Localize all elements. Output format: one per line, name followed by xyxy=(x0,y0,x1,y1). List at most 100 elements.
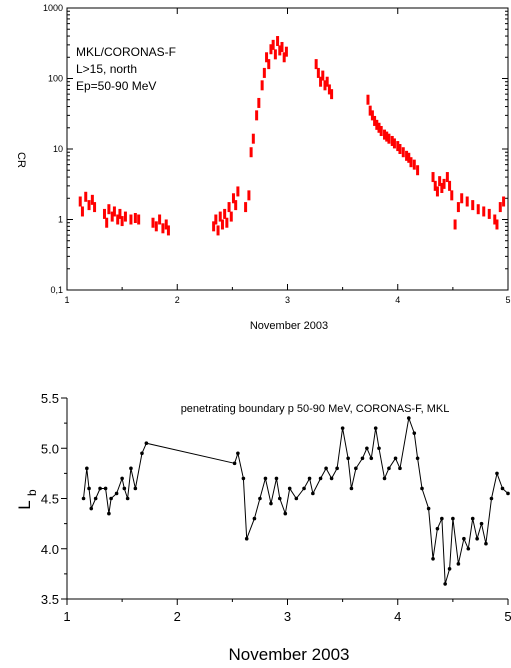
lb-data-point xyxy=(87,486,91,491)
cr-data-point xyxy=(269,44,273,55)
lb-data-point xyxy=(283,511,288,516)
cr-y-tick-label: 100 xyxy=(48,74,63,84)
lb-data-point xyxy=(269,501,273,506)
cr-data-point xyxy=(502,196,506,207)
lb-data-point xyxy=(387,466,391,471)
lb-y-tick-label: 4.5 xyxy=(41,492,59,507)
cr-x-axis-title: November 2003 xyxy=(250,320,328,332)
lb-data-point xyxy=(307,476,312,481)
cr-data-point xyxy=(236,186,240,197)
cr-data-point xyxy=(284,46,288,57)
cr-data-point xyxy=(465,196,469,207)
cr-data-point xyxy=(93,202,97,213)
cr-data-point xyxy=(116,214,120,225)
lb-data-point xyxy=(287,486,292,491)
cr-data-point xyxy=(247,190,251,201)
cr-data-point xyxy=(379,126,383,137)
cr-data-point xyxy=(438,176,442,187)
lb-data-point xyxy=(470,516,475,521)
cr-data-point xyxy=(450,190,454,201)
cr-data-point xyxy=(401,147,405,158)
cr-data-point xyxy=(370,110,374,121)
lb-data-point xyxy=(398,466,402,471)
cr-data-point xyxy=(396,141,400,152)
cr-data-point xyxy=(314,59,318,70)
cr-data-point xyxy=(385,131,389,142)
cr-data-point xyxy=(158,214,162,225)
cr-y-tick-label: 10 xyxy=(53,144,63,154)
lb-data-point xyxy=(340,426,345,430)
lb-data-point xyxy=(274,476,279,481)
lb-data-point xyxy=(318,476,323,481)
cr-data-point xyxy=(249,147,253,158)
lb-data-point xyxy=(236,451,240,456)
lb-data-point xyxy=(244,536,249,541)
lb-y-tick-label: 5.0 xyxy=(41,441,59,456)
lb-data-point xyxy=(462,536,466,541)
cr-data-point xyxy=(120,216,124,227)
cr-annotation-line-2: L>15, north xyxy=(76,62,137,76)
lb-x-tick-label: 3 xyxy=(284,609,291,624)
lb-data-point xyxy=(107,511,111,516)
cr-data-point xyxy=(227,202,231,213)
lb-data-point xyxy=(120,476,124,481)
lb-data-point xyxy=(443,582,447,586)
cr-data-point xyxy=(267,59,271,70)
cr-data-point xyxy=(377,122,381,133)
cr-data-point xyxy=(229,211,233,222)
lb-data-point xyxy=(406,416,411,420)
cr-data-point xyxy=(416,165,420,176)
cr-data-point xyxy=(87,200,91,211)
lb-data-point xyxy=(431,557,435,561)
cr-data-point xyxy=(442,178,446,189)
lb-data-point xyxy=(263,476,268,481)
lb-x-axis-title: November 2003 xyxy=(229,645,350,664)
lb-x-tick-label: 2 xyxy=(174,609,181,624)
cr-data-point xyxy=(166,225,170,236)
cr-data-point xyxy=(118,208,122,219)
lb-data-point xyxy=(451,516,455,521)
cr-data-point xyxy=(84,191,88,202)
lb-data-point xyxy=(252,516,257,521)
lb-data-point xyxy=(479,521,484,526)
lb-x-tick-label: 1 xyxy=(63,609,70,624)
lb-y-axis-title-main: L xyxy=(15,500,34,509)
lb-data-point xyxy=(440,516,444,521)
cr-data-point xyxy=(214,214,218,225)
lb-data-point xyxy=(329,476,334,481)
cr-data-point xyxy=(282,52,286,63)
cr-data-point xyxy=(102,208,106,219)
cr-data-point xyxy=(265,52,269,63)
cr-data-point xyxy=(448,180,452,191)
cr-data-point xyxy=(387,133,391,144)
cr-data-point xyxy=(107,204,111,215)
lb-data-point xyxy=(484,541,488,546)
cr-data-point xyxy=(90,194,94,205)
cr-data-point xyxy=(110,211,114,222)
cr-data-point xyxy=(431,172,435,183)
cr-data-point xyxy=(251,133,255,144)
lb-data-point xyxy=(302,486,306,491)
lb-data-point xyxy=(373,426,378,430)
lb-data-point xyxy=(311,491,315,496)
cr-data-point xyxy=(112,206,116,217)
lb-data-point xyxy=(232,461,237,466)
cr-data-point xyxy=(368,105,372,116)
cr-x-tick-label: 1 xyxy=(64,295,69,305)
lb-y-axis-title: L b xyxy=(15,489,39,510)
cr-data-point xyxy=(323,80,327,91)
cr-data-point xyxy=(407,152,411,163)
lb-data-point xyxy=(466,546,471,551)
cr-data-point xyxy=(271,39,275,50)
lb-data-point xyxy=(426,506,431,511)
lb-y-tick-label: 4.0 xyxy=(41,542,59,557)
cr-data-point xyxy=(316,67,320,78)
cr-data-point xyxy=(321,70,325,81)
lb-data-point xyxy=(412,431,417,435)
lb-data-point xyxy=(360,456,365,461)
lb-x-tick-label: 4 xyxy=(394,609,401,624)
cr-data-point xyxy=(375,119,379,130)
lb-data-point xyxy=(456,562,461,566)
cr-data-point xyxy=(151,217,155,228)
